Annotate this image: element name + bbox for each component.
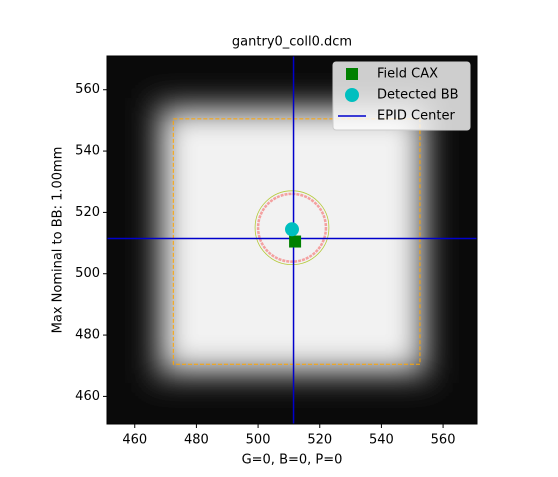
y-tick-label: 520 [75,205,100,220]
bb-outline [254,190,330,266]
x-tick-label: 460 [122,433,147,448]
field-cax [289,235,302,248]
legend: Field CAX Detected BB EPID Center [332,61,471,131]
field-edge [172,118,421,365]
y-tick-label: 560 [75,82,100,97]
bb-contour [256,192,328,263]
chart-title: gantry0_coll0.dcm [232,35,352,50]
axes-frame [106,55,478,425]
legend-swatch [346,68,358,80]
y-tick-label: 480 [75,328,100,343]
x-tick-label: 520 [307,433,332,448]
x-tick-label: 540 [369,433,394,448]
legend-label: Detected BB [377,88,459,103]
x-tick-label: 500 [246,433,271,448]
y-axis-label: Max Nominal to BB: 1.00mm [51,147,66,334]
legend-swatch [345,88,359,102]
x-axis-label: G=0, B=0, P=0 [242,453,343,468]
x-tick-label: 480 [184,433,209,448]
y-tick-label: 460 [75,389,100,404]
legend-label: Field CAX [377,67,438,82]
detected-bb [285,222,299,237]
y-tick-label: 500 [75,266,100,281]
y-tick-label: 540 [75,144,100,159]
x-tick-label: 560 [431,433,456,448]
legend-label: EPID Center [377,109,455,124]
